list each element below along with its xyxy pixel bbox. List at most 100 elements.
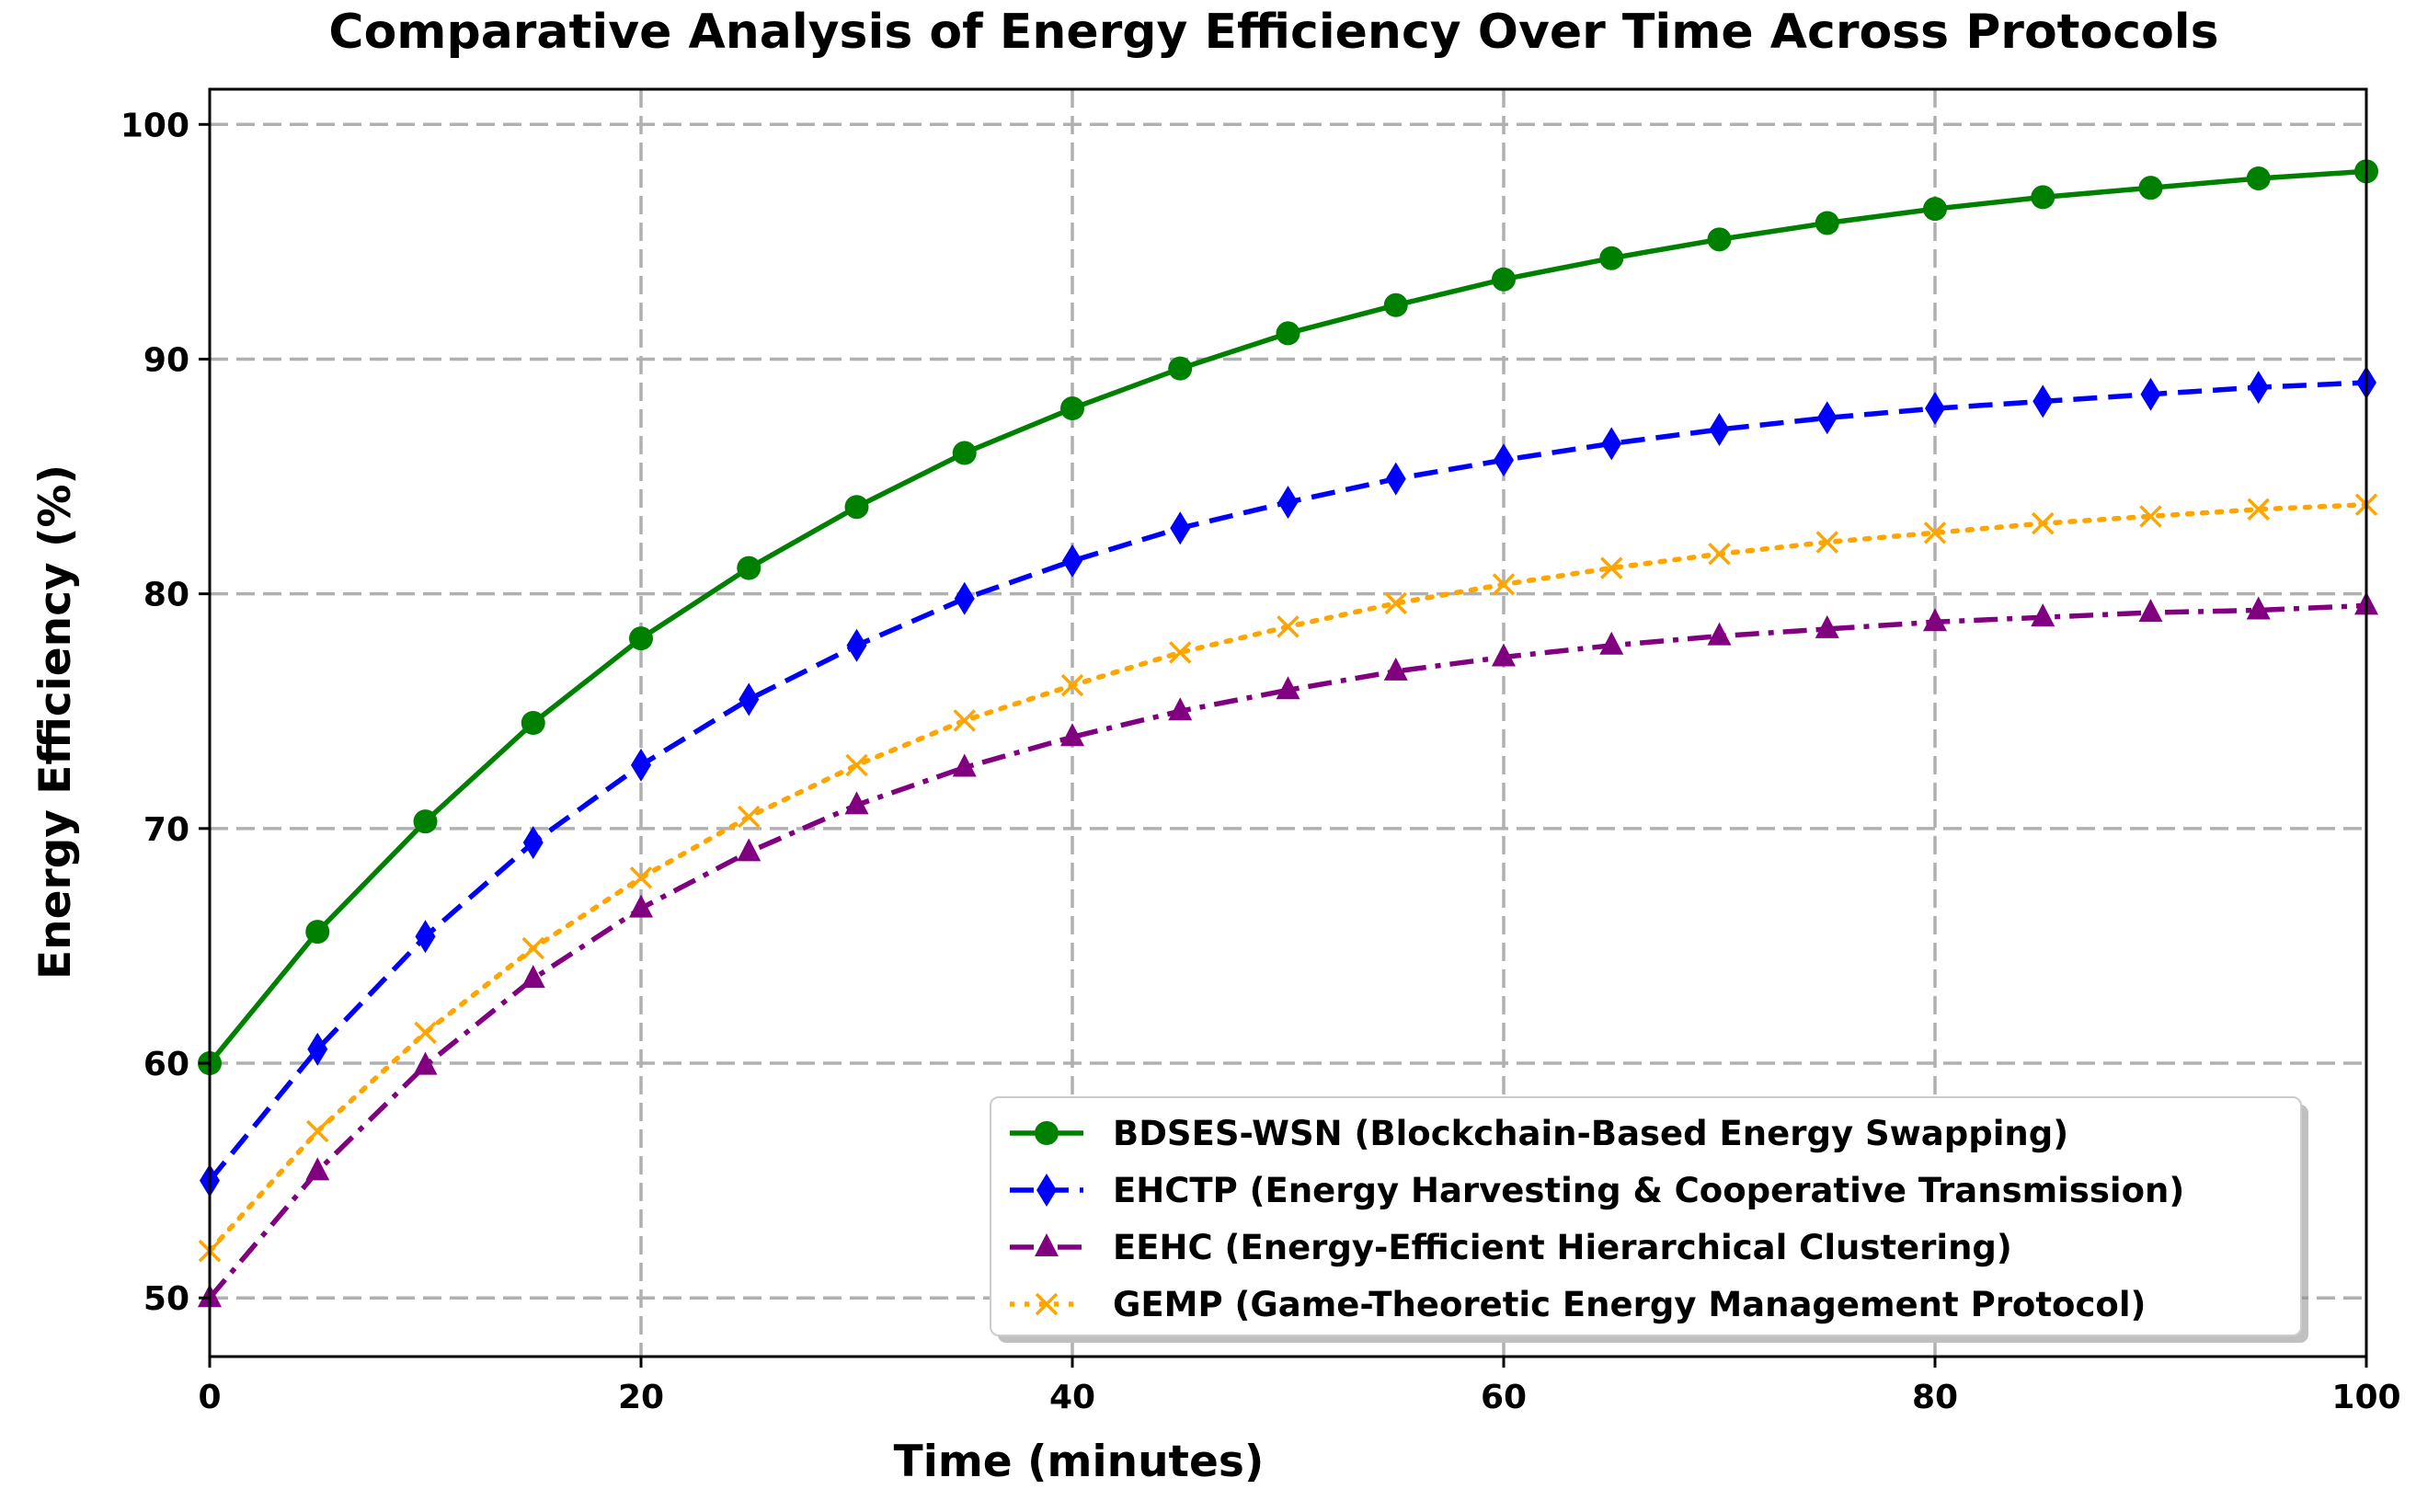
- data-point: [413, 809, 438, 834]
- y-axis-label: Energy Efficiency (%): [30, 464, 81, 979]
- data-point: [1923, 608, 1947, 632]
- data-point: [414, 1021, 437, 1045]
- y-tick-label: 60: [143, 1046, 189, 1083]
- data-point: [1276, 676, 1300, 700]
- data-point: [846, 628, 867, 662]
- data-point: [413, 1051, 438, 1075]
- legend-entry-3: GEMP (Game-Theoretic Energy Management P…: [1010, 1285, 2146, 1324]
- legend-label: EHCTP (Energy Harvesting & Cooperative T…: [1113, 1171, 2184, 1210]
- data-point: [1923, 521, 1947, 544]
- series-line: [207, 602, 2367, 1300]
- legend-entry-0: BDSES-WSN (Blockchain-Based Energy Swapp…: [1010, 1114, 2068, 1153]
- data-point: [1060, 396, 1084, 421]
- x-tick-label: 80: [1912, 1379, 1958, 1416]
- data-point: [1815, 531, 1838, 554]
- data-point: [844, 495, 869, 520]
- data-point: [1384, 591, 1407, 615]
- data-point: [1060, 673, 1084, 697]
- data-point: [2138, 599, 2163, 623]
- data-point: [1708, 543, 1731, 566]
- x-axis-label: Time (minutes): [894, 1437, 1265, 1487]
- data-point: [1168, 356, 1193, 381]
- data-point: [521, 711, 545, 735]
- y-tick-label: 100: [120, 107, 189, 144]
- y-tick-label: 90: [143, 341, 189, 379]
- legend-label: EEHC (Energy-Efficient Hierarchical Clus…: [1113, 1228, 2012, 1267]
- legend-entry-1: EHCTP (Energy Harvesting & Cooperative T…: [1010, 1171, 2184, 1210]
- data-point: [1276, 321, 1300, 346]
- data-point: [2032, 384, 2054, 418]
- data-point: [1923, 197, 1947, 222]
- data-point: [737, 838, 761, 862]
- data-point: [2138, 176, 2163, 200]
- legend-label: BDSES-WSN (Blockchain-Based Energy Swapp…: [1113, 1114, 2068, 1153]
- data-point: [2246, 596, 2271, 620]
- data-point: [2031, 185, 2055, 210]
- legend: BDSES-WSN (Blockchain-Based Energy Swapp…: [990, 1096, 2308, 1343]
- data-point: [2032, 511, 2055, 535]
- data-point: [1599, 246, 1624, 270]
- data-point: [1383, 292, 1408, 317]
- chart-title: Comparative Analysis of Energy Efficienc…: [328, 5, 2218, 60]
- data-point: [2246, 166, 2271, 190]
- data-point: [1492, 573, 1516, 596]
- tick-layer: 0 20 40 60 80 100 50 60 70 80 90 100: [120, 107, 2401, 1416]
- data-point: [1060, 723, 1084, 747]
- data-point: [2140, 377, 2161, 411]
- data-point: [1492, 267, 1516, 292]
- data-point: [1168, 697, 1193, 721]
- data-point: [522, 826, 544, 860]
- legend-marker: [1036, 1174, 1057, 1207]
- data-point: [1815, 211, 1839, 235]
- data-point: [629, 626, 653, 651]
- data-point: [1062, 544, 1082, 578]
- data-point: [415, 920, 436, 954]
- legend-box: [990, 1096, 2302, 1336]
- data-point: [2248, 371, 2269, 405]
- data-point: [305, 1157, 330, 1181]
- series-0: [198, 159, 2378, 1076]
- data-point: [1815, 614, 1839, 638]
- x-tick-label: 100: [2331, 1379, 2400, 1416]
- data-point: [1601, 427, 1622, 461]
- data-point: [305, 920, 330, 945]
- data-point: [1385, 462, 1406, 496]
- legend-marker: [1035, 1292, 1059, 1316]
- y-tick-label: 50: [143, 1280, 189, 1318]
- data-point: [1925, 392, 1945, 426]
- y-tick-label: 70: [143, 811, 189, 849]
- data-point: [1599, 631, 1624, 655]
- data-point: [738, 805, 761, 829]
- data-point: [629, 894, 653, 918]
- data-point: [1709, 413, 1730, 447]
- data-point: [1494, 443, 1514, 477]
- data-point: [1492, 643, 1516, 667]
- legend-marker: [1035, 1233, 1059, 1256]
- y-tick-label: 80: [143, 577, 189, 614]
- data-point: [307, 1032, 328, 1066]
- data-point: [1170, 511, 1191, 545]
- data-point: [1277, 486, 1299, 520]
- data-point: [1600, 556, 1623, 579]
- data-point: [631, 748, 651, 782]
- series-1: [200, 365, 2376, 1197]
- data-point: [2247, 498, 2270, 521]
- plot-frame: [208, 87, 2368, 1358]
- series-3: [198, 493, 2378, 1263]
- data-point: [306, 1119, 329, 1143]
- legend-entries: BDSES-WSN (Blockchain-Based Energy Swapp…: [1010, 1114, 2184, 1324]
- legend-entry-2: EEHC (Energy-Efficient Hierarchical Clus…: [1010, 1228, 2012, 1267]
- series-2: [198, 591, 2378, 1308]
- data-point: [1277, 615, 1300, 638]
- data-point: [521, 936, 544, 960]
- data-point: [1707, 622, 1732, 646]
- data-point: [1816, 401, 1838, 435]
- x-tick-label: 60: [1481, 1379, 1527, 1416]
- data-point: [2031, 603, 2055, 627]
- data-point: [1707, 227, 1732, 252]
- data-point: [1169, 641, 1192, 664]
- data-point: [1383, 657, 1408, 681]
- legend-marker: [1035, 1121, 1059, 1145]
- data-point: [521, 965, 545, 989]
